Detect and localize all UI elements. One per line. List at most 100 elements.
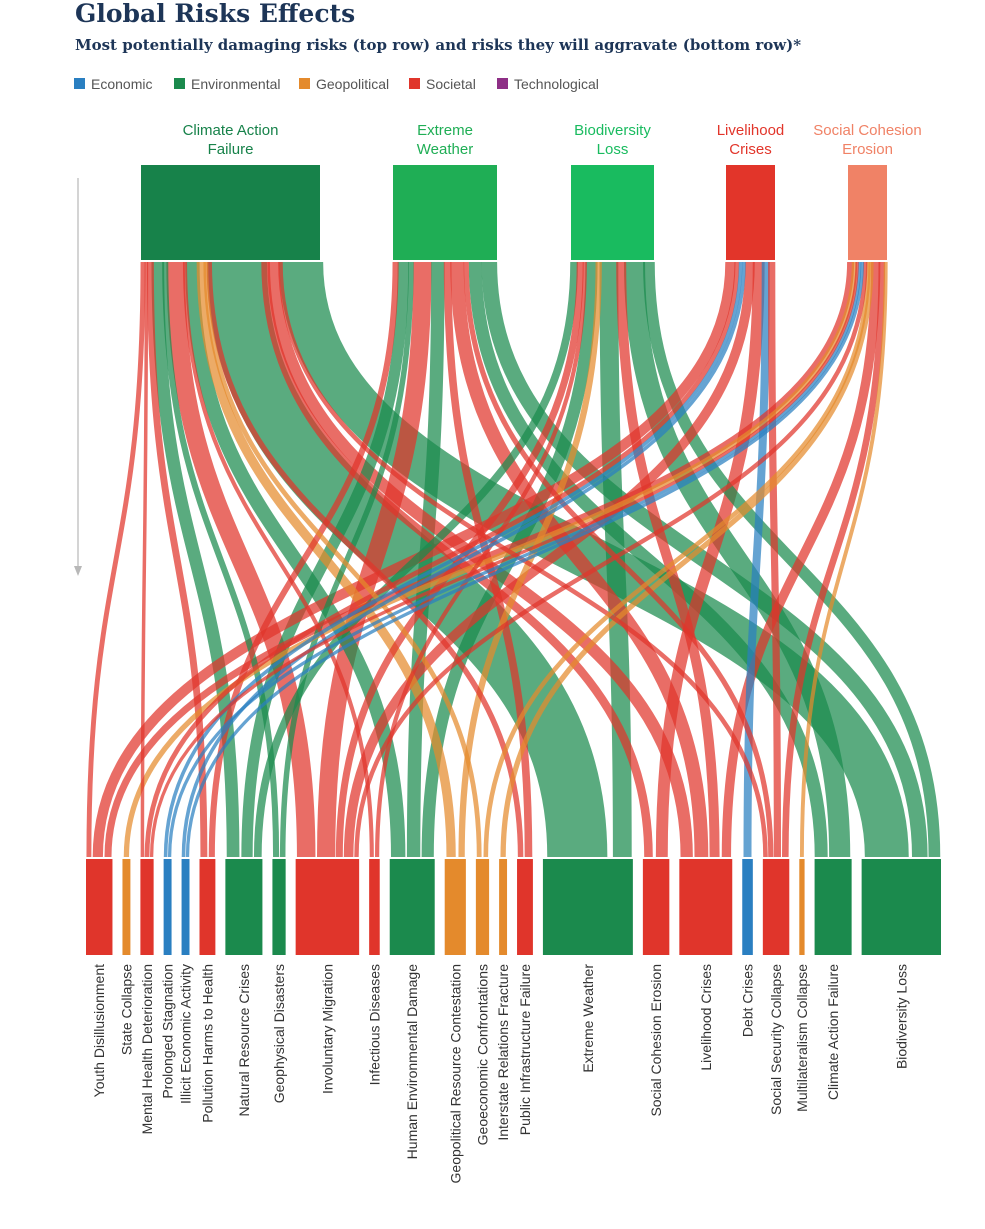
direction-arrow-icon — [74, 566, 82, 576]
source-label-social-cohesion-erosion-line-1: Social Cohesion — [813, 122, 921, 139]
target-box-youth-disillusionment — [86, 859, 113, 955]
target-box-state-collapse — [122, 859, 131, 955]
source-label-biodiversity-loss-line-2: Loss — [597, 141, 629, 158]
target-label-natural-resource-crises: Natural Resource Crises — [236, 964, 252, 1117]
source-label-livelihood-crises-line-1: Livelihood — [717, 122, 785, 139]
target-label-interstate-relations-fracture: Interstate Relations Fracture — [495, 964, 511, 1141]
target-label-debt-crises: Debt Crises — [740, 964, 756, 1037]
flow-livelihood-crises-to-social-security-collapse — [768, 261, 781, 858]
flow-extreme-weather-to-pollution-harms-to-health — [208, 261, 399, 858]
flow-social-cohesion-erosion-to-geoeconomic-confrontations — [483, 261, 871, 858]
target-label-youth-disillusionment: Youth Disillusionment — [91, 964, 107, 1097]
target-box-geophysical-disasters — [272, 859, 286, 955]
legend: Economic Environmental Geopolitical Societa… — [74, 76, 599, 92]
flow-biodiversity-loss-to-biodiversity-loss — [643, 261, 941, 858]
flow-social-cohesion-erosion-to-livelihood-crises — [721, 261, 881, 858]
source-label-biodiversity-loss-line-1: Biodiversity — [574, 122, 651, 139]
target-box-prolonged-stagnation — [163, 859, 172, 955]
flow-livelihood-crises-to-social-cohesion-erosion — [655, 261, 765, 858]
flow-extreme-weather-to-geophysical-disasters — [279, 261, 414, 858]
flow-livelihood-crises-to-prolonged-stagnation — [163, 261, 743, 858]
flow-climate-action-failure-to-geophysical-disasters — [162, 261, 280, 858]
target-label-social-cohesion-erosion: Social Cohesion Erosion — [648, 964, 664, 1117]
flow-climate-action-failure-to-geoeconomic-confrontations — [203, 261, 482, 858]
flow-extreme-weather-to-livelihood-crises — [450, 261, 709, 858]
target-box-natural-resource-crises — [225, 859, 263, 955]
target-label-involuntary-migration: Involuntary Migration — [319, 964, 335, 1094]
target-label-biodiversity-loss: Biodiversity Loss — [893, 964, 909, 1069]
flow-climate-action-failure-to-involuntary-migration — [166, 261, 316, 858]
flow-social-cohesion-erosion-to-state-collapse — [123, 261, 858, 858]
flow-biodiversity-loss-to-infectious-diseases — [375, 261, 587, 858]
legend-label-economic: Economic — [91, 76, 152, 92]
legend-swatch-technological — [497, 78, 508, 89]
target-label-illicit-economic-activity: Illicit Economic Activity — [178, 964, 194, 1104]
legend-swatch-geopolitical — [299, 78, 310, 89]
flow-livelihood-crises-to-mental-health-deterioration — [144, 261, 740, 858]
target-box-debt-crises — [742, 859, 753, 955]
target-box-climate-action-failure — [814, 859, 852, 955]
flow-social-cohesion-erosion-to-mental-health-deterioration — [149, 261, 859, 858]
flow-biodiversity-loss-to-geopolitical-resource-contestation — [458, 261, 602, 858]
target-label-mental-health-deterioration: Mental Health Deterioration — [139, 964, 155, 1134]
target-box-geopolitical-resource-contestation — [444, 859, 466, 955]
target-box-social-cohesion-erosion — [642, 859, 670, 955]
flow-climate-action-failure-to-natural-resource-crises — [151, 261, 240, 858]
source-box-extreme-weather — [393, 165, 497, 260]
flow-social-cohesion-erosion-to-involuntary-migration — [354, 261, 868, 858]
target-label-extreme-weather: Extreme Weather — [580, 964, 596, 1073]
flow-climate-action-failure-to-pollution-harms-to-health — [146, 261, 208, 858]
flow-social-cohesion-erosion-to-social-security-collapse — [782, 261, 886, 858]
target-label-infectious-diseases: Infectious Diseases — [366, 964, 382, 1085]
target-label-climate-action-failure: Climate Action Failure — [825, 964, 841, 1100]
flow-social-cohesion-erosion-to-interstate-relations-fracture — [500, 261, 874, 858]
legend-label-environmental: Environmental — [191, 76, 281, 92]
target-box-social-security-collapse — [762, 859, 790, 955]
target-risks: Youth Disillusionment State Collapse Menta… — [86, 859, 941, 1183]
target-label-pollution-harms-to-health: Pollution Harms to Health — [199, 964, 215, 1123]
target-box-infectious-diseases — [369, 859, 380, 955]
target-box-biodiversity-loss — [861, 859, 941, 955]
source-box-climate-action-failure — [141, 165, 320, 260]
target-label-geoeconomic-confrontations: Geoeconomic Confrontations — [475, 964, 491, 1145]
page-title: Global Risks Effects — [75, 0, 355, 28]
flow-climate-action-failure-to-infectious-diseases — [182, 261, 374, 858]
source-label-social-cohesion-erosion-line-2: Erosion — [842, 141, 893, 158]
flow-climate-action-failure-to-public-infrastructure-failure — [206, 261, 524, 858]
target-box-human-environmental-damage — [389, 859, 435, 955]
source-label-extreme-weather-line-2: Weather — [417, 141, 473, 158]
source-label-livelihood-crises-line-2: Crises — [729, 141, 772, 158]
flow-climate-action-failure-to-youth-disillusionment — [86, 261, 146, 858]
flow-biodiversity-loss-to-natural-resource-crises — [253, 261, 578, 858]
source-box-livelihood-crises — [726, 165, 775, 260]
target-label-geophysical-disasters: Geophysical Disasters — [271, 964, 287, 1103]
source-label-extreme-weather-line-1: Extreme — [417, 122, 473, 139]
target-box-pollution-harms-to-health — [199, 859, 216, 955]
legend-label-technological: Technological — [514, 76, 599, 92]
target-label-human-environmental-damage: Human Environmental Damage — [404, 964, 420, 1160]
target-label-public-infrastructure-failure: Public Infrastructure Failure — [517, 964, 533, 1135]
page-subtitle: Most potentially damaging risks (top row… — [75, 36, 801, 54]
target-label-state-collapse: State Collapse — [118, 964, 134, 1055]
flow-livelihood-crises-to-illicit-economic-activity — [181, 261, 746, 858]
flow-biodiversity-loss-to-climate-action-failure — [623, 261, 851, 858]
flow-climate-action-failure-to-biodiversity-loss — [279, 261, 909, 858]
source-box-biodiversity-loss — [571, 165, 654, 260]
flow-livelihood-crises-to-debt-crises — [743, 261, 770, 858]
target-label-livelihood-crises: Livelihood Crises — [698, 964, 714, 1071]
source-box-social-cohesion-erosion — [848, 165, 887, 260]
flow-extreme-weather-to-involuntary-migration — [317, 261, 432, 858]
target-box-multilateralism-collapse — [799, 859, 805, 955]
flow-extreme-weather-to-climate-action-failure — [468, 261, 828, 858]
flow-biodiversity-loss-to-involuntary-migration — [335, 261, 584, 858]
flow-links — [86, 261, 941, 858]
source-label-climate-action-failure-line-1: Climate Action — [183, 122, 279, 139]
legend-label-societal: Societal — [426, 76, 476, 92]
flow-extreme-weather-to-social-security-collapse — [463, 261, 774, 858]
flow-climate-action-failure-to-geopolitical-resource-contestation — [196, 261, 456, 858]
flow-social-cohesion-erosion-to-prolonged-stagnation — [167, 261, 862, 858]
source-label-climate-action-failure-line-2: Failure — [208, 141, 254, 158]
source-risks: Climate Action Failure Extreme Weather Biodi… — [141, 122, 922, 260]
target-label-multilateralism-collapse: Multilateralism Collapse — [794, 964, 810, 1112]
